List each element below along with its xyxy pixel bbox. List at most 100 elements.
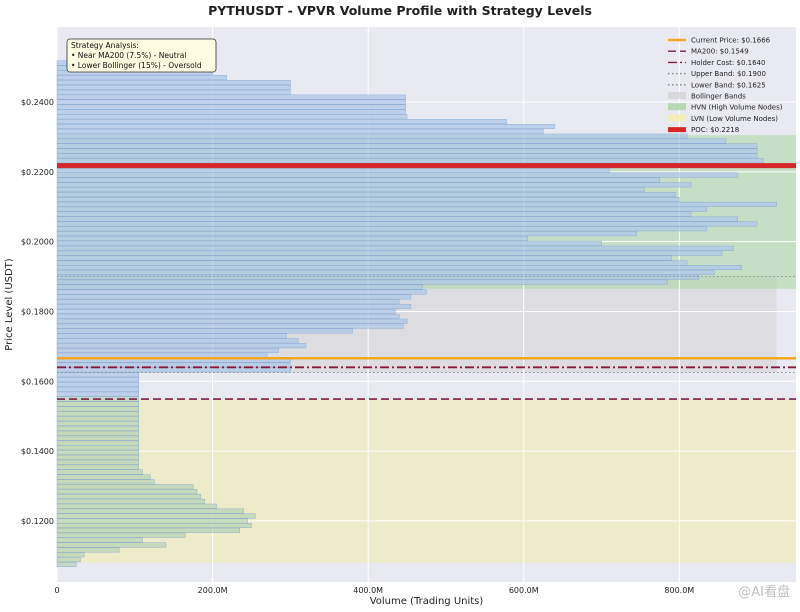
watermark: @AI看盘 <box>738 585 790 600</box>
volume-bar <box>56 148 758 154</box>
volume-bar <box>56 474 151 480</box>
volume-bar <box>56 177 661 183</box>
volume-bar <box>56 143 758 149</box>
volume-bar <box>56 299 400 305</box>
volume-bar <box>56 236 528 241</box>
volume-bar <box>56 352 268 358</box>
volume-bar <box>56 289 427 295</box>
legend-swatch <box>668 114 686 122</box>
volume-bar <box>56 338 299 344</box>
volume-bar <box>56 416 139 422</box>
volume-bar <box>56 450 139 455</box>
y-tick-label: $0.1600 <box>21 377 54 386</box>
annotation-box <box>66 38 217 73</box>
volume-bar <box>56 411 139 417</box>
volume-bar <box>56 532 186 538</box>
strategy-annotation: Strategy Analysis: • Near MA200 (7.5%) -… <box>66 38 217 73</box>
volume-bar <box>56 348 279 354</box>
x-tick-label: 0 <box>54 586 59 595</box>
volume-bar <box>56 201 777 207</box>
volume-bar <box>56 421 139 426</box>
volume-bar <box>56 406 139 412</box>
volume-bar <box>56 557 81 563</box>
volume-bar <box>56 454 139 460</box>
volume-bar <box>56 172 738 178</box>
volume-bar <box>56 279 668 285</box>
volume-bar <box>56 435 139 441</box>
x-tick-label: 800.0M <box>664 586 694 595</box>
volume-bar <box>56 552 85 558</box>
volume-bar <box>56 522 252 528</box>
volume-bar <box>56 133 688 139</box>
volume-bar <box>56 99 406 105</box>
volume-bar <box>56 75 227 81</box>
volume-bar <box>56 318 408 324</box>
volume-bar <box>56 274 699 280</box>
volume-bar <box>56 119 507 125</box>
y-axis-ticks: $0.1200 $0.1400 $0.1600 $0.1800 $0.2000 $0.22… <box>21 98 54 526</box>
y-tick-label: $0.1400 <box>21 447 54 456</box>
volume-bar <box>56 362 291 368</box>
annotation-title: Strategy Analysis: <box>71 41 139 50</box>
legend-label: Current Price: $0.1666 <box>691 37 771 45</box>
volume-bar <box>56 153 758 159</box>
volume-bar <box>56 187 645 193</box>
volume-bar <box>56 265 742 270</box>
volume-bar <box>56 464 139 470</box>
x-axis-ticks: 0 200.0M 400.0M 600.0M 800.0M <box>54 586 694 595</box>
volume-bar <box>56 216 738 222</box>
volume-bar <box>56 80 291 85</box>
zone-band <box>57 398 796 563</box>
x-tick-label: 400.0M <box>353 586 383 595</box>
volume-bar <box>56 294 412 300</box>
volume-bar <box>56 109 406 115</box>
volume-bar <box>56 221 758 227</box>
x-tick-label: 200.0M <box>198 586 228 595</box>
volume-bar <box>56 445 139 451</box>
volume-bar <box>56 245 734 251</box>
y-tick-label: $0.2000 <box>21 238 54 247</box>
volume-bar <box>56 196 680 202</box>
volume-bar <box>56 104 406 110</box>
volume-bar <box>56 494 202 499</box>
legend-label: Bollinger Bands <box>691 93 746 101</box>
volume-bar <box>56 128 544 134</box>
volume-bar <box>56 386 139 392</box>
volume-bar <box>56 425 139 431</box>
volume-bar <box>56 182 692 188</box>
volume-bar <box>56 381 139 387</box>
volume-bar <box>56 537 143 543</box>
chart-title: PYTHUSDT - VPVR Volume Profile with Stra… <box>208 3 592 18</box>
volume-bar <box>56 484 194 490</box>
volume-bar <box>56 542 167 548</box>
x-axis-label: Volume (Trading Units) <box>370 596 484 607</box>
y-tick-label: $0.1800 <box>21 307 54 316</box>
volume-bar <box>56 260 688 266</box>
y-tick-label: $0.1200 <box>21 517 54 526</box>
volume-bar <box>56 498 206 504</box>
volume-bar <box>56 231 637 237</box>
annotation-line: • Lower Bollinger (15%) - Oversold <box>71 61 202 70</box>
volume-bar <box>56 309 396 314</box>
legend-swatch <box>668 92 686 99</box>
volume-bar <box>56 124 556 129</box>
volume-bar <box>56 459 139 465</box>
volume-bar <box>56 84 291 90</box>
volume-bar <box>56 94 406 100</box>
volume-bar <box>56 440 139 446</box>
volume-bar <box>56 503 217 509</box>
y-tick-label: $0.2400 <box>21 98 54 107</box>
legend-label: Upper Band: $0.1900 <box>691 70 766 78</box>
legend-label: LVN (Low Volume Nodes) <box>691 115 778 123</box>
volume-bar <box>56 469 143 475</box>
legend-label: MA200: $0.1549 <box>691 48 749 56</box>
volume-bar <box>56 240 602 246</box>
volume-bar <box>56 518 248 524</box>
volume-bar <box>56 401 139 407</box>
volume-bar <box>56 328 353 334</box>
volume-bar <box>56 226 707 232</box>
volume-bar <box>56 269 715 275</box>
volume-bar <box>56 192 676 198</box>
volume-bar <box>56 391 139 397</box>
